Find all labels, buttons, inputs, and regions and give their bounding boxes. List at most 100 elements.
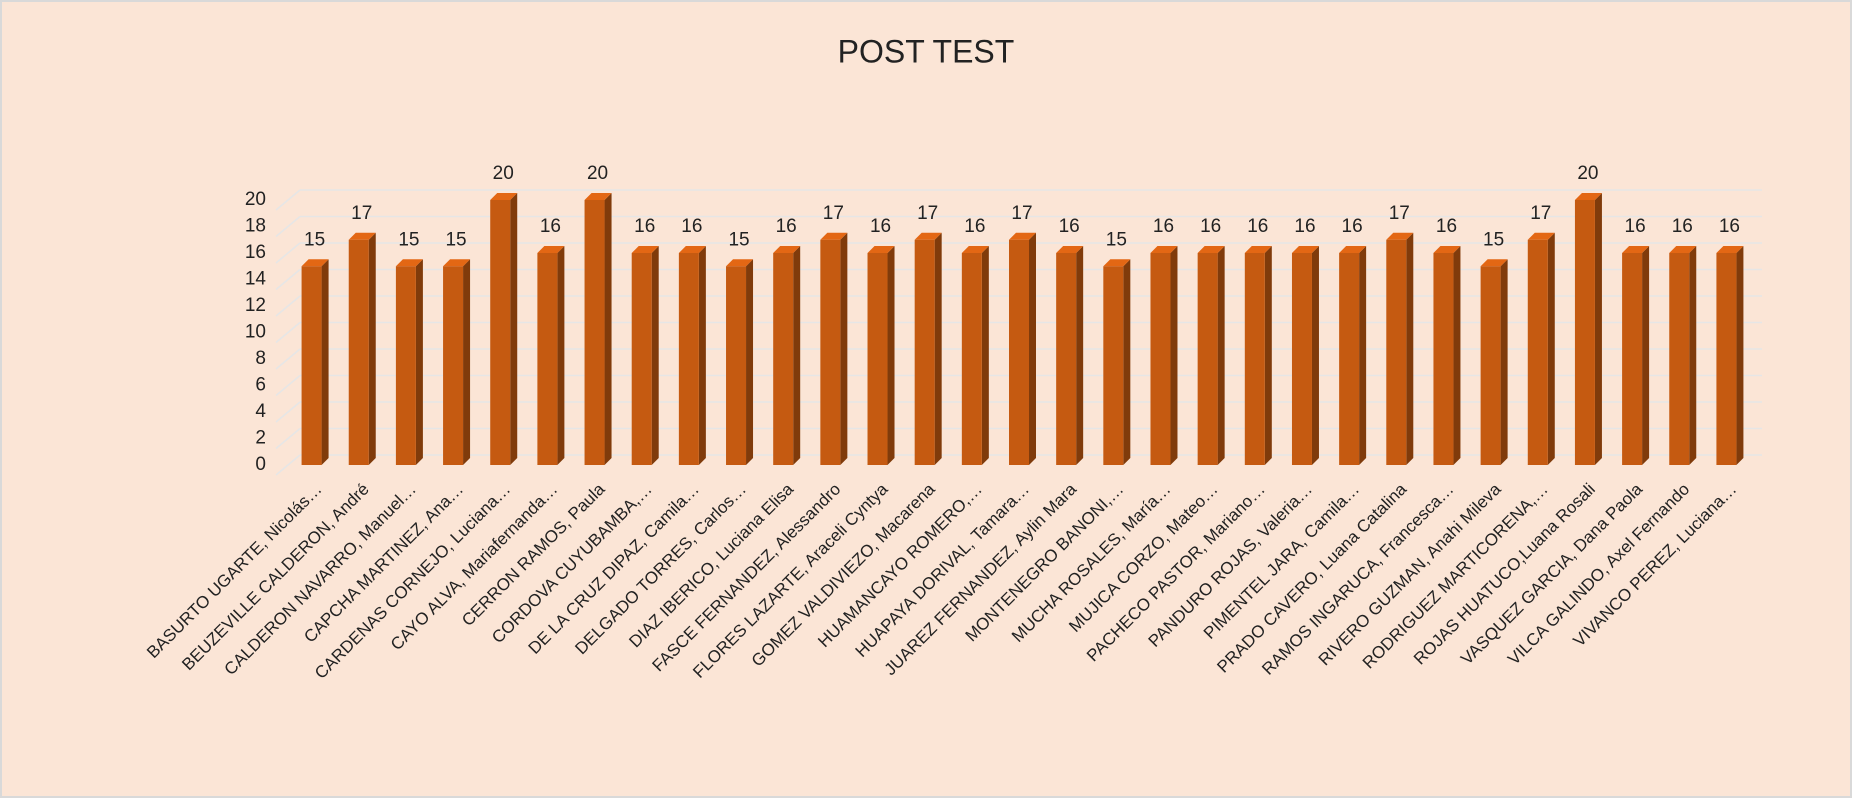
- bar-side: [1217, 246, 1225, 465]
- bar-front: [1291, 253, 1312, 465]
- bar-side: [1029, 232, 1036, 465]
- bar: [443, 259, 471, 465]
- bar-top: [678, 246, 706, 253]
- bar-top: [1009, 232, 1036, 240]
- bar: [301, 259, 329, 465]
- bar: [537, 246, 565, 465]
- bar-front: [443, 266, 464, 465]
- bar-top: [348, 232, 376, 240]
- bar: [631, 246, 659, 465]
- bar: [584, 193, 612, 465]
- y-tick-label: 18: [245, 216, 266, 237]
- bar: [348, 232, 376, 465]
- y-tick-label: 16: [245, 242, 266, 263]
- grid-wall: [275, 454, 301, 476]
- grid-wall: [275, 215, 301, 238]
- bar-top: [395, 259, 423, 267]
- bar-front: [820, 239, 841, 465]
- value-label: 17: [1011, 203, 1032, 224]
- bar-side: [1170, 246, 1178, 465]
- value-label: 17: [917, 203, 938, 224]
- bar: [1574, 193, 1602, 465]
- bar: [1433, 246, 1461, 465]
- bar: [1009, 232, 1036, 465]
- value-label: 16: [1342, 216, 1363, 237]
- bar-front: [1527, 239, 1548, 465]
- bar-top: [773, 246, 801, 253]
- bar-top: [537, 246, 565, 253]
- bar-side: [1547, 232, 1555, 465]
- chart-title: POST TEST: [838, 33, 1015, 69]
- value-label: 16: [1247, 216, 1268, 237]
- value-label: 17: [823, 203, 844, 224]
- grid-wall: [275, 401, 301, 423]
- y-tick-label: 4: [255, 401, 266, 422]
- bar-top: [1197, 246, 1225, 253]
- bar: [1716, 246, 1744, 465]
- bar: [678, 246, 706, 465]
- bar-front: [867, 253, 888, 465]
- bar-front: [1669, 253, 1690, 465]
- value-label: 20: [1577, 163, 1598, 184]
- value-label: 15: [445, 229, 466, 250]
- bar-top: [1386, 232, 1414, 240]
- bar: [1244, 246, 1272, 465]
- bar-side: [934, 232, 942, 465]
- value-label: 15: [1106, 229, 1127, 250]
- bar-side: [1736, 246, 1744, 465]
- bar-top: [1574, 193, 1602, 200]
- bar-top: [867, 246, 895, 253]
- bar-side: [321, 259, 329, 465]
- bar: [820, 232, 848, 465]
- bar-side: [604, 193, 612, 465]
- value-label: 15: [1483, 229, 1504, 250]
- grid-wall: [275, 189, 301, 211]
- grid-wall: [275, 321, 301, 344]
- grid-wall: [275, 427, 301, 450]
- bar-top: [1716, 246, 1744, 253]
- value-label: 17: [1389, 203, 1410, 224]
- grid-wall: [275, 374, 301, 397]
- bar-top: [1291, 246, 1319, 253]
- bar: [867, 246, 895, 465]
- bar-top: [443, 259, 471, 267]
- bar-top: [820, 232, 848, 240]
- bar-top: [1669, 246, 1697, 253]
- bar-front: [678, 253, 699, 465]
- bar-top: [1150, 246, 1178, 253]
- bar-front: [726, 266, 747, 465]
- bar-top: [1056, 246, 1084, 253]
- bar-side: [793, 246, 801, 465]
- bar: [961, 246, 989, 465]
- bar-front: [395, 266, 416, 465]
- bar-top: [1527, 232, 1555, 240]
- y-tick-label: 10: [245, 322, 266, 343]
- bar: [1386, 232, 1414, 465]
- value-label: 16: [1200, 216, 1221, 237]
- value-label: 16: [964, 216, 985, 237]
- value-label: 16: [1672, 216, 1693, 237]
- value-label: 20: [587, 163, 608, 184]
- value-label: 16: [1153, 216, 1174, 237]
- bar-top: [490, 193, 518, 200]
- value-label: 16: [1059, 216, 1080, 237]
- bar-side: [415, 259, 423, 465]
- bar-top: [1622, 246, 1650, 253]
- bar-side: [1076, 246, 1084, 465]
- bar-front: [584, 200, 605, 465]
- y-tick-label: 12: [245, 295, 266, 316]
- bar-top: [914, 232, 942, 240]
- bar-top: [726, 259, 754, 267]
- y-tick-label: 20: [245, 189, 266, 210]
- bar: [1622, 246, 1650, 465]
- bar-front: [1480, 266, 1501, 465]
- bar-side: [981, 246, 989, 465]
- value-label: 16: [1436, 216, 1457, 237]
- bar-side: [1123, 259, 1131, 465]
- bar-front: [1197, 253, 1218, 465]
- bar-top: [1103, 259, 1131, 267]
- value-label: 15: [398, 229, 419, 250]
- bar-front: [1433, 253, 1454, 465]
- y-tick-label: 2: [255, 428, 266, 449]
